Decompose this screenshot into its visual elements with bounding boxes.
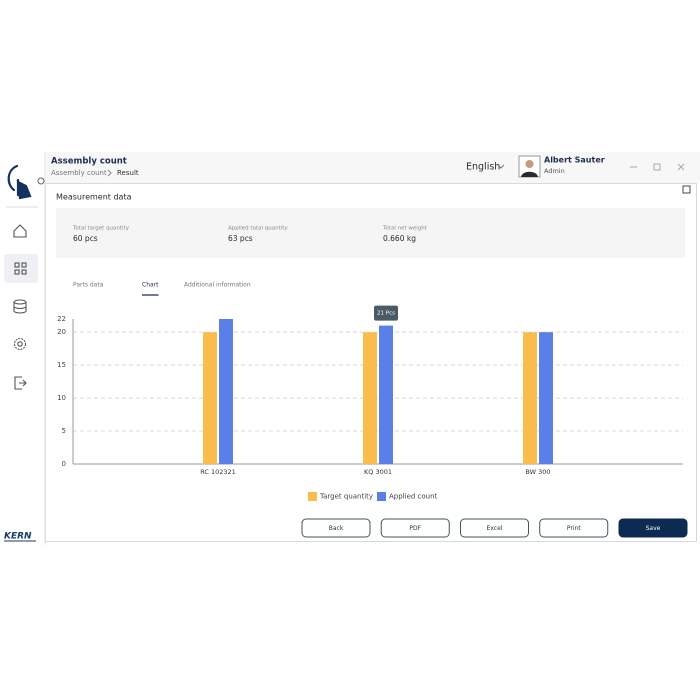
user-name: Albert Sauter <box>544 156 605 165</box>
bar[interactable] <box>219 319 233 464</box>
summary-label: Total net weight <box>382 226 428 232</box>
button-label[interactable]: Excel <box>487 525 503 532</box>
app-logo <box>7 164 45 200</box>
language-select[interactable]: English <box>466 162 500 173</box>
maximize-button[interactable] <box>653 163 661 171</box>
tab[interactable]: Parts data <box>73 282 104 289</box>
legend-swatch <box>308 492 317 501</box>
tab[interactable]: Additional information <box>184 282 251 289</box>
tooltip-label: 21 Pcs <box>377 311 395 317</box>
button-label[interactable]: PDF <box>409 525 421 532</box>
tooltip-box <box>374 305 398 321</box>
expand-icon[interactable] <box>682 185 691 194</box>
summary-group: Total target quantity 60 pcs Applied total… <box>72 226 428 244</box>
summary-value: 60 pcs <box>73 234 98 243</box>
button[interactable] <box>618 518 688 538</box>
y-tick-label: 15 <box>57 361 66 369</box>
nav-settings[interactable] <box>13 337 27 351</box>
breadcrumb-separator <box>107 169 112 177</box>
nav-dashboard[interactable] <box>14 262 27 275</box>
legend-swatch <box>377 492 386 501</box>
bar[interactable] <box>523 332 537 464</box>
tab[interactable]: Chart <box>142 282 159 289</box>
button-label[interactable]: Print <box>567 525 581 532</box>
user-role: Admin <box>544 167 565 175</box>
button-label[interactable]: Save <box>646 525 661 532</box>
x-tick-label: BW 300 <box>525 468 550 476</box>
button-bar: Back PDF Excel Print Save <box>301 518 688 538</box>
bar[interactable] <box>379 325 393 464</box>
summary-value: 63 pcs <box>228 234 253 243</box>
button[interactable] <box>460 518 529 538</box>
tab-bar: Parts data Chart Additional information <box>73 282 251 296</box>
nav-active-bg <box>4 254 38 283</box>
breadcrumb-current: Result <box>117 169 139 177</box>
y-tick-label: 0 <box>62 460 66 468</box>
y-tick-label: 5 <box>62 427 66 435</box>
nav-home[interactable] <box>13 224 27 238</box>
breadcrumb-link[interactable]: Assembly count <box>51 169 107 177</box>
nav-logout[interactable] <box>14 376 27 390</box>
summary-label: Total target quantity <box>72 226 130 232</box>
legend-label: Applied count <box>389 493 438 501</box>
header-bar <box>45 152 700 183</box>
bar[interactable] <box>203 332 217 464</box>
summary-value: 0.660 kg <box>383 234 416 243</box>
page-title: Assembly count <box>51 157 127 167</box>
legend-label: Target quantity <box>319 493 373 501</box>
x-tick-label: KQ 3001 <box>364 468 392 476</box>
summary-panel <box>56 208 685 258</box>
y-tick-label: 22 <box>57 315 66 323</box>
chart: 0 5 10 15 20 22 RC 102321 KQ 3001 BW 300 21 Pcs Ta… <box>57 305 683 501</box>
user-avatar <box>518 155 541 178</box>
button[interactable] <box>301 518 371 538</box>
bar[interactable] <box>539 332 553 464</box>
section-title: Measurement data <box>56 193 132 202</box>
button[interactable] <box>380 518 450 538</box>
summary-label: Applied total quantity <box>228 226 288 232</box>
y-tick-label: 20 <box>57 328 66 336</box>
nav-database[interactable] <box>13 299 27 314</box>
close-button[interactable] <box>677 163 685 171</box>
y-tick-label: 10 <box>57 394 66 402</box>
button[interactable] <box>539 518 609 538</box>
language-chevron <box>497 164 505 169</box>
bar[interactable] <box>363 332 377 464</box>
x-tick-label: RC 102321 <box>200 468 236 476</box>
brand-logo: KERN <box>4 532 32 542</box>
button-label[interactable]: Back <box>329 525 344 532</box>
